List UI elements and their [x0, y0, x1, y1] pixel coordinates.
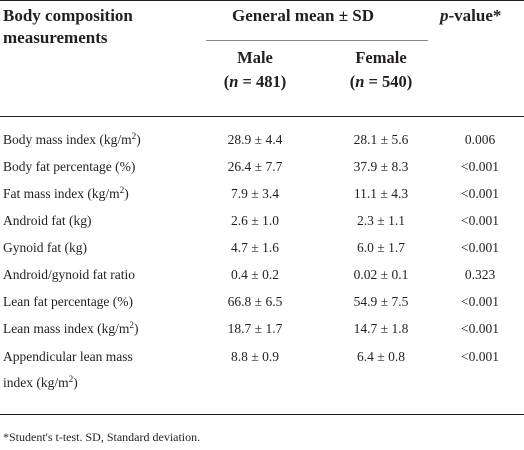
female-value: 14.7 ± 1.8: [353, 321, 409, 336]
row-label: Fat mass index (kg/m2): [3, 184, 129, 201]
p-value: <0.001: [461, 186, 499, 201]
male-value: 0.4 ± 0.2: [231, 267, 279, 282]
p-value: <0.001: [461, 240, 499, 255]
male-value: 4.7 ± 1.6: [231, 240, 279, 255]
male-value: 7.9 ± 3.4: [231, 186, 279, 201]
row-label: Body fat percentage (%): [3, 159, 136, 174]
female-value: 0.02 ± 0.1: [353, 267, 409, 282]
p-value: <0.001: [461, 349, 499, 364]
male-value: 66.8 ± 6.5: [227, 294, 283, 309]
row-label-header-line2: measurements: [3, 28, 108, 47]
p-value: 0.006: [464, 132, 496, 147]
p-value: <0.001: [461, 321, 499, 336]
row-label: Appendicular lean mass index (kg/m2): [3, 349, 133, 390]
male-value: 18.7 ± 1.7: [227, 321, 283, 336]
row-label: Gynoid fat (kg): [3, 240, 87, 255]
table-bottom-rule: [0, 414, 524, 415]
table-top-rule: [0, 0, 524, 1]
male-header-n: (n = 481): [223, 72, 287, 91]
group-header-rule: [206, 40, 428, 41]
female-value: 54.9 ± 7.5: [353, 294, 409, 309]
p-value: <0.001: [461, 159, 499, 174]
female-header-n: (n = 540): [349, 72, 413, 91]
footnote: *Student's t-test. SD, Standard deviatio…: [3, 430, 201, 444]
female-value: 28.1 ± 5.6: [353, 132, 409, 147]
male-header-label: Male: [237, 48, 273, 67]
header-bottom-rule: [0, 116, 524, 117]
male-header: Male (n = 481): [190, 47, 320, 93]
female-value: 6.0 ± 1.7: [357, 240, 405, 255]
row-label: Body mass index (kg/m2): [3, 130, 141, 147]
p-value: 0.323: [464, 267, 496, 282]
group-header: General mean ± SD: [232, 6, 375, 25]
row-label: Lean mass index (kg/m2): [3, 319, 139, 336]
p-value: <0.001: [461, 213, 499, 228]
female-value: 2.3 ± 1.1: [357, 213, 405, 228]
female-value: 11.1 ± 4.3: [353, 186, 409, 201]
row-label: Android/gynoid fat ratio: [3, 267, 135, 282]
female-value: 37.9 ± 8.3: [353, 159, 409, 174]
p-value-header: p-value*: [440, 5, 501, 27]
male-value: 2.6 ± 1.0: [231, 213, 279, 228]
row-label-header-line1: Body composition: [3, 6, 133, 25]
male-value: 26.4 ± 7.7: [227, 159, 283, 174]
male-value: 8.8 ± 0.9: [231, 349, 279, 364]
p-value-header-italic: p: [440, 6, 449, 25]
female-header: Female (n = 540): [316, 47, 446, 93]
row-label: Lean fat percentage (%): [3, 294, 134, 309]
row-label-header: Body composition measurements: [3, 5, 133, 49]
male-value: 28.9 ± 4.4: [227, 132, 283, 147]
female-header-label: Female: [355, 48, 407, 67]
p-value: <0.001: [461, 294, 499, 309]
row-label: Android fat (kg): [3, 213, 92, 228]
p-value-header-rest: -value*: [448, 6, 502, 25]
female-value: 6.4 ± 0.8: [357, 349, 405, 364]
